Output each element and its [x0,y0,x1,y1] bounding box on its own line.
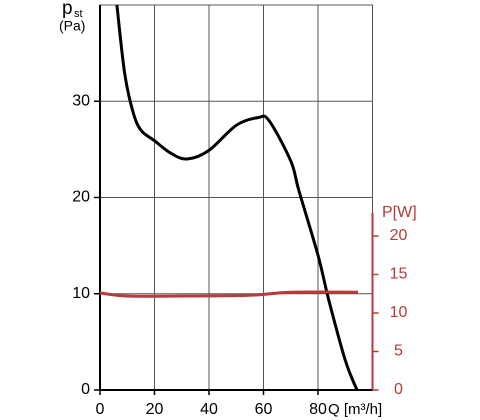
y-tick-label: 20 [72,189,90,206]
x-tick-label: 20 [146,401,164,418]
y2-tick-label: 15 [390,266,408,283]
y2-tick-label: 0 [394,381,403,398]
x-label: Q [m³/h] [328,401,382,418]
y2-tick-label: 5 [394,343,403,360]
x-tick-label: 0 [96,401,105,418]
y2-label: P[W] [382,204,417,221]
y-tick-label: 0 [81,381,90,398]
y2-tick-label: 20 [390,227,408,244]
y-tick-label: 10 [72,285,90,302]
x-tick-label: 80 [309,401,327,418]
y-label-subscript: st [74,8,83,20]
y2-tick-label: 10 [390,304,408,321]
x-tick-label: 60 [255,401,273,418]
y-tick-label: 30 [72,92,90,109]
y-label: p [62,0,73,19]
x-tick-label: 40 [200,401,218,418]
series-line [99,290,359,298]
y-unit: (Pa) [59,18,85,34]
series-line [115,4,359,391]
